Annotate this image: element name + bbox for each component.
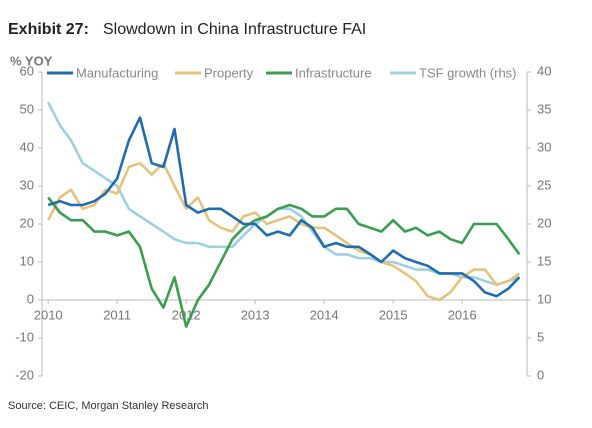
y2-tick-label: 20 (537, 215, 551, 230)
x-tick-label: 2014 (310, 307, 339, 322)
x-tick-label: 2015 (379, 307, 408, 322)
y-tick-label: 40 (20, 139, 34, 154)
y2-tick-label: 35 (537, 101, 551, 116)
y2-tick-label: 0 (537, 367, 544, 382)
x-tick-label: 2010 (34, 307, 63, 322)
legend-label: Property (204, 65, 254, 80)
x-tick-label: 2013 (241, 307, 270, 322)
x-tick-label: 2011 (103, 307, 131, 322)
series-line (47, 196, 521, 328)
y2-tick-label: 30 (537, 139, 551, 154)
y2-tick-label: 15 (537, 253, 551, 268)
y-tick-label: 0 (27, 291, 34, 306)
legend-label: Manufacturing (76, 65, 158, 80)
y2-tick-label: 40 (537, 63, 551, 78)
legend-label: TSF growth (rhs) (419, 65, 517, 80)
x-tick-label: 2016 (448, 307, 477, 322)
y-tick-label: -10 (15, 329, 34, 344)
y-tick-label: 50 (20, 101, 34, 116)
y-tick-label: 20 (20, 215, 34, 230)
y-axis-label: % YOY (10, 53, 53, 68)
y2-tick-label: 25 (537, 177, 551, 192)
chart-title: Slowdown in China Infrastructure FAI (103, 21, 366, 38)
exhibit-label: Exhibit 27: (8, 21, 89, 38)
y-tick-label: 10 (20, 253, 34, 268)
y-tick-label: -20 (15, 367, 34, 382)
legend-label: Infrastructure (295, 65, 372, 80)
y2-tick-label: 5 (537, 329, 544, 344)
source-note: Source: CEIC, Morgan Stanley Research (8, 400, 209, 412)
y-tick-label: 60 (20, 63, 34, 78)
y2-tick-label: 10 (537, 291, 551, 306)
series-line (47, 101, 520, 287)
x-tick-label: 2012 (172, 307, 201, 322)
y-tick-label: 30 (20, 177, 34, 192)
series-line (47, 161, 521, 302)
series-line (47, 116, 521, 298)
